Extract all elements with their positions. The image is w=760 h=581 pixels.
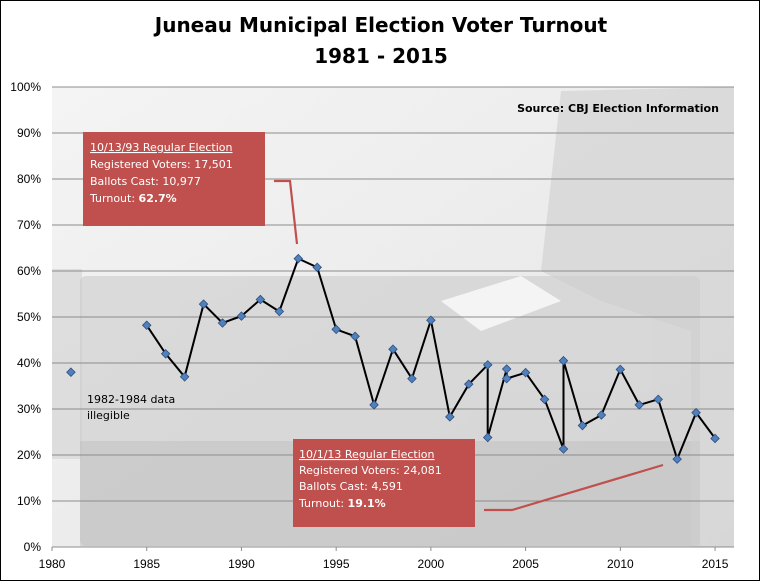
x-tick-label: 2000 bbox=[418, 557, 445, 571]
data-point bbox=[653, 394, 663, 405]
data-point bbox=[596, 410, 607, 420]
callout-heading: 10/1/13 Regular Election bbox=[299, 448, 435, 461]
callout-turnout-value: 19.1% bbox=[348, 497, 386, 510]
data-note-line-2: illegible bbox=[87, 409, 130, 422]
y-tick-label: 0% bbox=[24, 540, 42, 554]
series-line bbox=[145, 257, 716, 463]
y-tick-label: 10% bbox=[17, 494, 41, 508]
callout-registered: Registered Voters: 24,081 bbox=[299, 464, 442, 477]
data-point bbox=[445, 412, 455, 422]
data-point bbox=[710, 433, 720, 444]
data-point bbox=[66, 367, 76, 377]
x-tick-label: 2010 bbox=[607, 557, 634, 571]
chart-title: Juneau Municipal Election Voter Turnout bbox=[153, 13, 608, 37]
x-tick-label: 2005 bbox=[512, 557, 539, 571]
y-tick-label: 50% bbox=[17, 310, 41, 324]
callout-pointer bbox=[484, 463, 664, 512]
data-point bbox=[615, 364, 626, 375]
data-point bbox=[369, 400, 379, 410]
data-point bbox=[331, 324, 341, 335]
source-label: Source: CBJ Election Information bbox=[517, 102, 719, 115]
data-point bbox=[577, 420, 588, 431]
y-tick-label: 20% bbox=[17, 448, 41, 462]
data-point bbox=[388, 344, 398, 354]
data-point bbox=[274, 306, 285, 317]
callout-turnout-label: Turnout: bbox=[298, 497, 348, 510]
y-tick-label: 30% bbox=[17, 402, 41, 416]
y-tick-label: 70% bbox=[17, 218, 41, 232]
y-tick-label: 40% bbox=[17, 356, 41, 370]
data-point bbox=[501, 364, 512, 374]
callout-pointer bbox=[274, 179, 299, 245]
callout-turnout-value: 62.7% bbox=[139, 192, 177, 205]
x-tick-label: 1980 bbox=[39, 557, 66, 571]
callout-registered: Registered Voters: 17,501 bbox=[90, 158, 233, 171]
data-point bbox=[482, 360, 493, 370]
data-point bbox=[236, 311, 247, 321]
data-point bbox=[179, 372, 190, 382]
turnout-series bbox=[66, 253, 720, 464]
callout-turnout: Turnout: 62.7% bbox=[89, 192, 177, 205]
x-tick-label: 2015 bbox=[702, 557, 729, 571]
data-point bbox=[539, 394, 550, 405]
y-tick-label: 90% bbox=[17, 126, 41, 140]
data-point bbox=[520, 367, 531, 378]
callout-ballots: Ballots Cast: 4,591 bbox=[299, 480, 403, 493]
y-tick-label: 100% bbox=[10, 80, 41, 94]
data-point bbox=[634, 400, 645, 410]
y-tick-label: 60% bbox=[17, 264, 41, 278]
y-tick-label: 80% bbox=[17, 172, 41, 186]
data-point bbox=[255, 294, 266, 305]
data-note-line-1: 1982-1984 data bbox=[87, 393, 175, 406]
data-point bbox=[407, 373, 417, 384]
data-point bbox=[217, 318, 228, 328]
callout-box bbox=[83, 132, 265, 226]
callout-box bbox=[293, 439, 475, 527]
data-point bbox=[312, 262, 322, 273]
data-point bbox=[691, 407, 701, 418]
callout-turnout-label: Turnout: bbox=[89, 192, 139, 205]
callout-turnout: Turnout: 19.1% bbox=[298, 497, 386, 510]
data-point bbox=[426, 315, 436, 325]
callout-ballots: Ballots Cast: 10,977 bbox=[90, 175, 201, 188]
data-point bbox=[558, 444, 569, 454]
data-point bbox=[293, 253, 304, 264]
data-point bbox=[160, 349, 171, 359]
x-tick-label: 1985 bbox=[133, 557, 160, 571]
x-tick-label: 1995 bbox=[323, 557, 350, 571]
chart-subtitle: 1981 - 2015 bbox=[314, 44, 448, 68]
callout-2013: 10/1/13 Regular Election Registered Vote… bbox=[293, 439, 664, 527]
data-point bbox=[464, 379, 474, 389]
data-point bbox=[558, 355, 569, 366]
callout-1993: 10/13/93 Regular Election Registered Vot… bbox=[83, 132, 299, 245]
data-point bbox=[482, 432, 493, 443]
x-tick-label: 1990 bbox=[228, 557, 255, 571]
x-axis-ticks: 1980 1985 1990 1995 2000 2005 2010 2015 bbox=[39, 547, 729, 571]
data-point bbox=[198, 299, 209, 309]
callout-heading: 10/13/93 Regular Election bbox=[90, 141, 233, 154]
data-point bbox=[672, 454, 682, 464]
y-axis-ticks: 0% 10% 20% 30% 40% 50% 60% 70% 80% 90% 100% bbox=[10, 80, 41, 554]
data-point bbox=[350, 331, 360, 342]
data-point bbox=[501, 373, 512, 384]
data-point bbox=[141, 320, 152, 331]
